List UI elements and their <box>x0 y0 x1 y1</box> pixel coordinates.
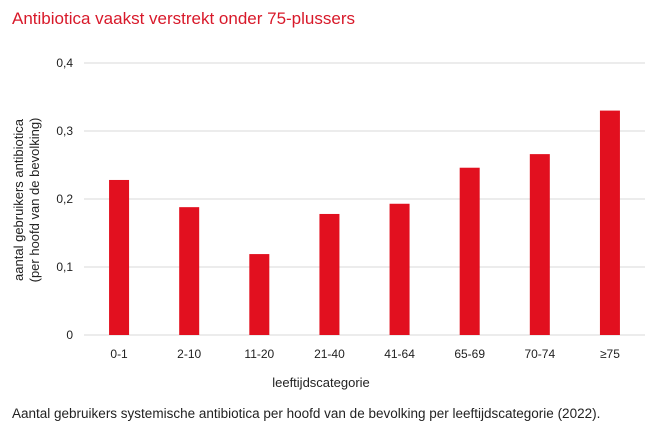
bar <box>599 110 620 335</box>
y-axis-label-line-2: (per hoofd van de bevolking) <box>27 118 42 283</box>
bar <box>529 154 550 335</box>
bar <box>389 203 410 335</box>
x-tick-label: 70-74 <box>524 347 555 361</box>
bar <box>319 213 340 335</box>
x-tick-label: 65-69 <box>454 347 485 361</box>
y-axis-label-line-1: aantal gebruikers antibiotica <box>11 118 26 281</box>
y-tick-label: 0,3 <box>56 124 73 138</box>
y-tick-label: 0,1 <box>56 260 73 274</box>
x-axis-label: leeftijdscategorie <box>272 375 370 390</box>
x-tick-label: ≥75 <box>600 347 620 361</box>
y-tick-label: 0 <box>66 328 73 342</box>
bar <box>249 254 270 335</box>
bar <box>179 207 200 335</box>
y-tick-labels: 0 0,1 0,2 0,3 0,4 <box>56 56 73 342</box>
gridlines <box>84 62 645 336</box>
bar <box>459 167 480 335</box>
x-tick-labels: 0-1 2-10 11-20 21-40 41-64 65-69 70-74 ≥75 <box>110 347 620 361</box>
x-tick-label: 21-40 <box>314 347 345 361</box>
x-tick-label: 0-1 <box>110 347 128 361</box>
chart-caption: Aantal gebruikers systemische antibiotic… <box>12 406 601 421</box>
y-tick-label: 0,2 <box>56 192 73 206</box>
bar <box>109 179 130 335</box>
chart-title: Antibiotica vaakst verstrekt onder 75-pl… <box>12 9 355 28</box>
x-tick-label: 11-20 <box>244 347 274 361</box>
y-tick-label: 0,4 <box>56 56 73 70</box>
bars <box>109 110 620 335</box>
x-tick-label: 41-64 <box>384 347 415 361</box>
x-tick-label: 2-10 <box>177 347 201 361</box>
